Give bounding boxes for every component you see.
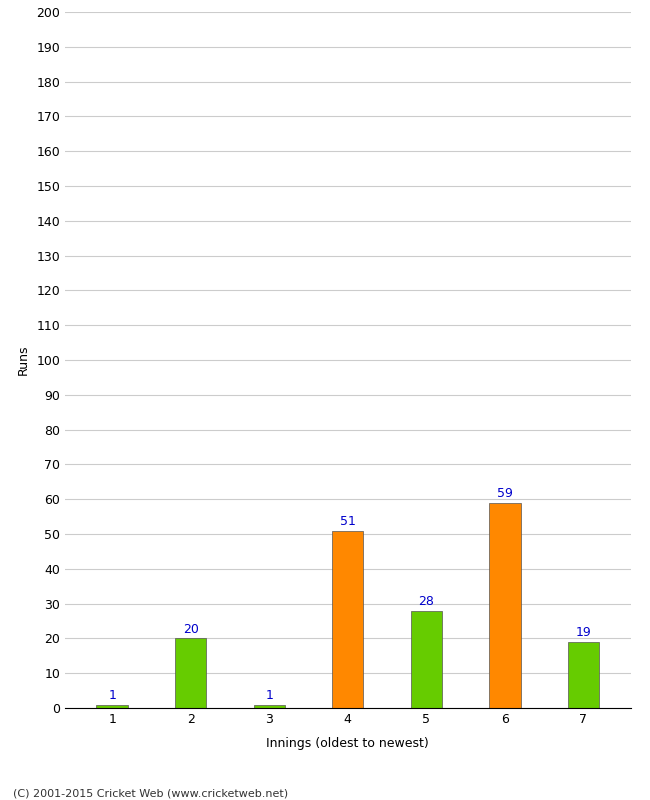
Text: 28: 28 [419,594,434,608]
Text: 1: 1 [108,689,116,702]
Bar [567,642,599,708]
Text: 20: 20 [183,622,199,636]
X-axis label: Innings (oldest to newest): Innings (oldest to newest) [266,737,429,750]
Y-axis label: Runs: Runs [16,345,29,375]
Bar [254,705,285,708]
Text: 19: 19 [575,626,592,639]
Bar [96,705,128,708]
Text: 59: 59 [497,487,513,500]
Bar [489,502,521,708]
Text: (C) 2001-2015 Cricket Web (www.cricketweb.net): (C) 2001-2015 Cricket Web (www.cricketwe… [13,788,288,798]
Bar [411,610,442,708]
Text: 1: 1 [265,689,273,702]
Bar [175,638,207,708]
Text: 51: 51 [340,514,356,528]
Bar [332,530,363,708]
